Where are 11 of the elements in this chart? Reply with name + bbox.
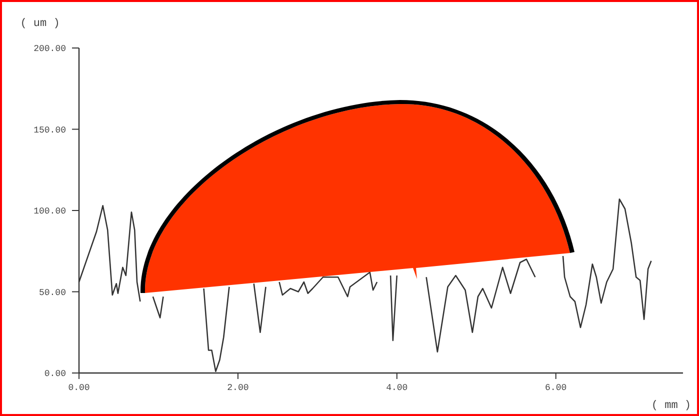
y-tick-label: 200.00 xyxy=(34,44,66,54)
x-tick-label: 6.00 xyxy=(545,383,567,393)
y-tick-label: 100.00 xyxy=(34,206,66,217)
x-axis-title: ( mm ) xyxy=(651,400,691,412)
x-tick-label: 4.00 xyxy=(386,383,408,393)
y-tick-label: 0.00 xyxy=(44,369,66,380)
y-tick-label: 50.00 xyxy=(38,288,66,298)
x-tick-label: 0.00 xyxy=(68,383,90,393)
y-axis-title: ( um ) xyxy=(20,18,60,30)
y-tick-label: 150.00 xyxy=(34,125,66,136)
x-tick-label: 2.00 xyxy=(227,383,249,393)
